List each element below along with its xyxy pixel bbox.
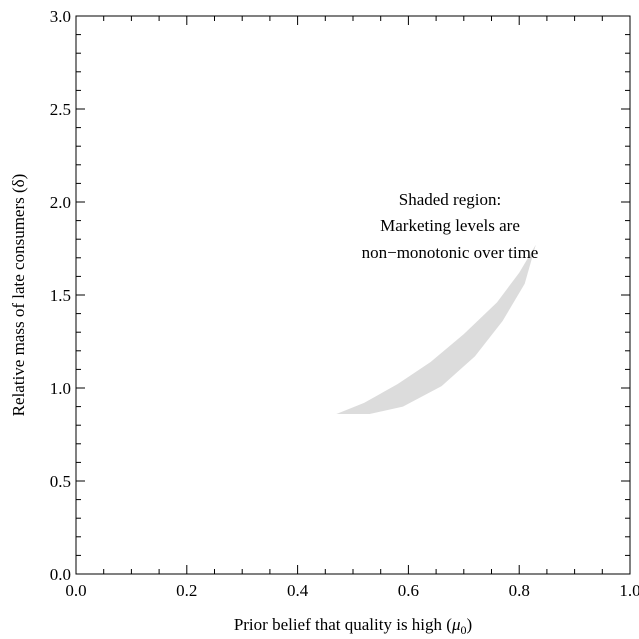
plot-frame	[75, 15, 631, 575]
shaded-region	[336, 244, 536, 414]
annotation-line-3: non−monotonic over time	[362, 243, 539, 262]
y-tick-label: 0.0	[50, 565, 71, 584]
x-axis-label-text: Prior belief that quality is high (	[234, 615, 452, 634]
y-axis-label: Relative mass of late consumers (δ)	[9, 174, 28, 417]
annotation-line-1: Shaded region:	[399, 190, 501, 209]
y-tick-label: 3.0	[50, 7, 71, 26]
x-tick-label: 0.6	[398, 581, 419, 600]
x-tick-label: 0.8	[509, 581, 530, 600]
x-tick-label: 1.0	[619, 581, 639, 600]
x-axis-label: Prior belief that quality is high (μ0)	[234, 615, 472, 637]
x-tick-label: 0.2	[176, 581, 197, 600]
y-tick-label: 2.0	[50, 193, 71, 212]
annotation-line-2: Marketing levels are	[380, 216, 520, 235]
x-tick-label: 0.0	[65, 581, 86, 600]
x-axis-label-symbol: μ	[451, 615, 461, 634]
y-tick-label: 1.5	[50, 286, 71, 305]
x-tick-label: 0.4	[287, 581, 309, 600]
y-tick-label: 0.5	[50, 472, 71, 491]
x-axis-label-subscript: 0	[461, 623, 467, 637]
y-tick-label: 2.5	[50, 100, 71, 119]
x-axis-label-close: )	[467, 615, 473, 634]
y-tick-label: 1.0	[50, 379, 71, 398]
